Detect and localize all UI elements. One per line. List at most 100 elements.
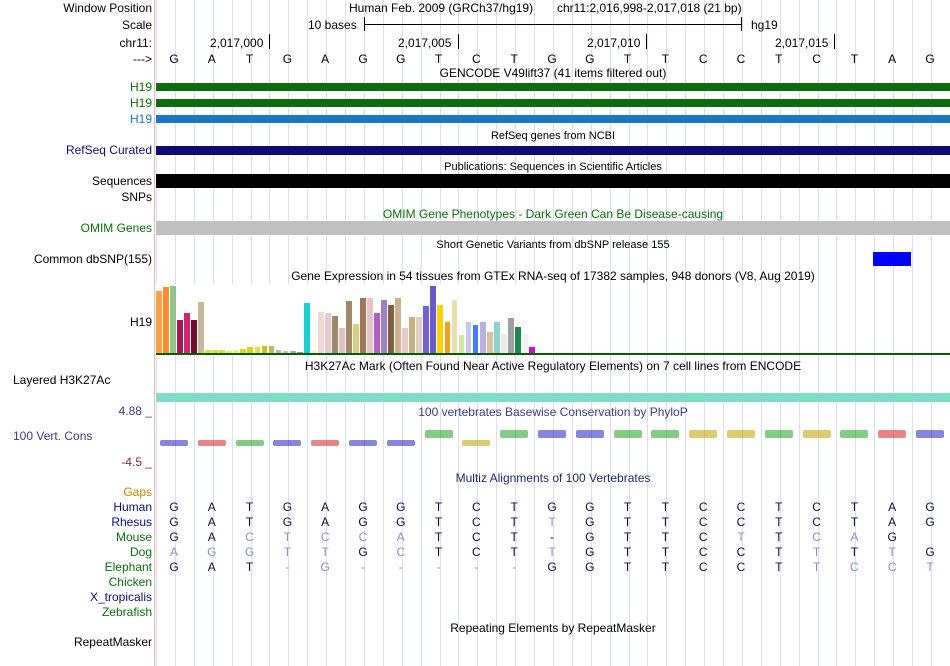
gtex-tissue-bar[interactable] xyxy=(500,333,507,354)
gencode-transcript-2[interactable] xyxy=(156,115,950,123)
gtex-tissue-bar[interactable] xyxy=(219,349,226,354)
gtex-label[interactable]: H19 xyxy=(129,315,152,329)
species-label[interactable]: Human xyxy=(113,500,152,514)
gtex-tissue-bar[interactable] xyxy=(247,347,254,354)
gtex-tissue-bar[interactable] xyxy=(395,298,402,354)
species-label[interactable]: Chicken xyxy=(108,575,152,589)
gtex-tissue-bar[interactable] xyxy=(353,324,359,354)
multiz-track-title[interactable]: Multiz Alignments of 100 Vertebrates xyxy=(455,471,651,485)
gtex-tissue-bar[interactable] xyxy=(310,350,317,354)
gtex-tissue-bar[interactable] xyxy=(303,303,310,354)
gtex-tissue-bar[interactable] xyxy=(331,315,338,354)
gtex-tissue-bar[interactable] xyxy=(486,331,493,354)
gtex-track-title[interactable]: Gene Expression in 54 tissues from GTEx … xyxy=(291,269,815,283)
gtex-tissue-bar[interactable] xyxy=(198,301,205,354)
gtex-tissue-bar[interactable] xyxy=(317,311,324,354)
gtex-tissue-bar[interactable] xyxy=(388,305,395,354)
publications-track-title[interactable]: Publications: Sequences in Scientific Ar… xyxy=(444,161,662,173)
omim-gene-bar[interactable] xyxy=(156,221,950,235)
gtex-tissue-bar[interactable] xyxy=(282,350,289,354)
gtex-tissue-bar[interactable] xyxy=(261,345,268,354)
gtex-tissue-bar[interactable] xyxy=(444,322,451,354)
alignment-base: G xyxy=(244,545,255,559)
gtex-tissue-bar[interactable] xyxy=(338,328,345,354)
dbsnp-variant[interactable] xyxy=(873,252,911,266)
grid-line xyxy=(685,0,687,666)
gtex-tissue-bar[interactable] xyxy=(451,299,458,354)
gtex-tissue-bar[interactable] xyxy=(296,351,303,354)
refseq-gene-bar[interactable] xyxy=(156,146,950,155)
gtex-tissue-bar[interactable] xyxy=(289,351,296,354)
snps-label[interactable]: SNPs xyxy=(121,190,152,204)
refseq-track-title[interactable]: RefSeq genes from NCBI xyxy=(490,130,616,142)
gencode-transcript-0[interactable] xyxy=(156,83,950,91)
gtex-tissue-bar[interactable] xyxy=(275,349,282,354)
gtex-tissue-bar[interactable] xyxy=(254,347,261,354)
repeatmasker-label[interactable]: RepeatMasker xyxy=(73,635,152,649)
dbsnp-track-title[interactable]: Short Genetic Variants from dbSNP releas… xyxy=(436,239,670,251)
gtex-tissue-bar[interactable] xyxy=(156,290,162,354)
gtex-tissue-bar[interactable] xyxy=(184,313,190,354)
repeatmasker-track-title[interactable]: Repeating Elements by RepeatMasker xyxy=(450,621,656,635)
gtex-tissue-bar[interactable] xyxy=(374,313,380,354)
gtex-tissue-bar[interactable] xyxy=(170,286,176,354)
gtex-tissue-bar[interactable] xyxy=(479,322,486,354)
gtex-tissue-bar[interactable] xyxy=(268,345,275,354)
gtex-tissue-bar[interactable] xyxy=(367,298,373,354)
gtex-tissue-bar[interactable] xyxy=(346,300,352,354)
species-label[interactable]: Rhesus xyxy=(111,515,152,529)
gtex-tissue-bar[interactable] xyxy=(507,317,514,354)
gtex-tissue-bar[interactable] xyxy=(163,287,169,354)
gtex-tissue-bar[interactable] xyxy=(402,328,409,354)
gtex-tissue-bar[interactable] xyxy=(472,324,479,354)
gtex-tissue-bar[interactable] xyxy=(233,349,240,354)
gtex-tissue-bar[interactable] xyxy=(437,305,444,354)
gtex-tissue-bar[interactable] xyxy=(177,320,183,354)
omim-label[interactable]: OMIM Genes xyxy=(80,221,152,235)
gtex-tissue-bar[interactable] xyxy=(521,333,528,354)
gtex-tissue-bar[interactable] xyxy=(381,299,387,354)
gtex-tissue-bar[interactable] xyxy=(528,347,535,354)
gencode-transcript-1[interactable] xyxy=(156,99,950,107)
publication-sequence-bar[interactable] xyxy=(156,174,950,188)
gtex-tissue-bar[interactable] xyxy=(458,334,465,354)
gtex-tissue-bar[interactable] xyxy=(191,320,197,354)
h3k27ac-track-title[interactable]: H3K27Ac Mark (Often Found Near Active Re… xyxy=(304,359,802,373)
gtex-bar-graph[interactable] xyxy=(156,284,536,354)
gencode-item-label-0[interactable]: H19 xyxy=(129,80,152,94)
gtex-tissue-bar[interactable] xyxy=(416,316,423,354)
species-label[interactable]: X_tropicalis xyxy=(89,590,152,604)
reference-base: T xyxy=(850,52,859,66)
omim-track-title[interactable]: OMIM Gene Phenotypes - Dark Green Can Be… xyxy=(382,207,724,221)
gtex-tissue-bar[interactable] xyxy=(493,322,500,354)
gtex-tissue-bar[interactable] xyxy=(226,351,233,354)
gtex-tissue-bar[interactable] xyxy=(240,348,247,354)
gtex-tissue-bar[interactable] xyxy=(409,316,416,354)
gaps-label[interactable]: Gaps xyxy=(123,485,152,499)
gtex-tissue-bar[interactable] xyxy=(514,326,521,354)
sequences-label[interactable]: Sequences xyxy=(91,174,152,188)
refseq-label[interactable]: RefSeq Curated xyxy=(65,143,152,157)
label-column-separator xyxy=(154,0,155,666)
gencode-track-title[interactable]: GENCODE V49lift37 (41 items filtered out… xyxy=(439,66,667,80)
species-label[interactable]: Elephant xyxy=(104,560,152,574)
phylop-label[interactable]: 100 Vert. Cons xyxy=(13,429,93,443)
species-label[interactable]: Dog xyxy=(129,545,152,559)
gencode-item-label-1[interactable]: H19 xyxy=(129,96,152,110)
gencode-item-label-2[interactable]: H19 xyxy=(129,112,152,126)
phylop-track-title[interactable]: 100 vertebrates Basewise Conservation by… xyxy=(418,405,688,419)
window-position-value[interactable]: chr11:2,016,998-2,017,018 (21 bp) xyxy=(557,1,742,15)
gtex-tissue-bar[interactable] xyxy=(430,286,437,354)
gtex-tissue-bar[interactable] xyxy=(360,298,366,354)
gtex-tissue-bar[interactable] xyxy=(212,349,219,354)
species-label[interactable]: Zebrafish xyxy=(101,605,152,619)
species-label[interactable]: Mouse xyxy=(115,530,152,544)
gtex-tissue-bar[interactable] xyxy=(465,322,472,354)
h3k27ac-label[interactable]: Layered H3K27Ac xyxy=(13,373,111,387)
dbsnp-label[interactable]: Common dbSNP(155) xyxy=(33,252,152,266)
assembly-name[interactable]: Human Feb. 2009 (GRCh37/hg19) xyxy=(349,1,534,15)
h3k27ac-signal[interactable] xyxy=(156,393,950,402)
gtex-tissue-bar[interactable] xyxy=(205,349,212,354)
gtex-tissue-bar[interactable] xyxy=(423,306,430,354)
gtex-tissue-bar[interactable] xyxy=(324,313,331,354)
